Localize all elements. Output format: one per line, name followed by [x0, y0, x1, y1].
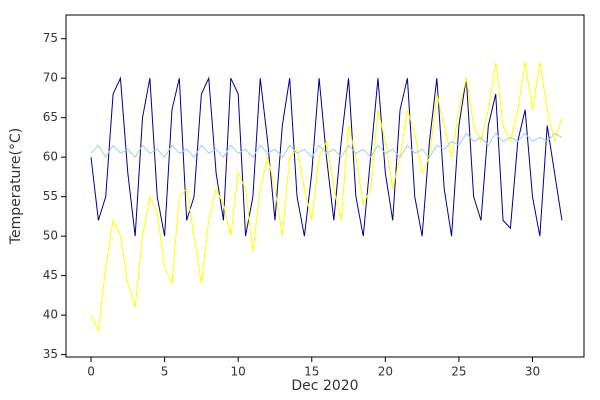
- y-tick-label: 45: [43, 268, 58, 282]
- plot-frame: [65, 14, 585, 358]
- y-axis-title: Temperature(°C): [8, 128, 24, 245]
- x-tick-label: 5: [161, 365, 169, 379]
- x-tick-label: 30: [525, 365, 540, 379]
- x-tick-label: 15: [304, 365, 319, 379]
- y-tick-label: 35: [43, 347, 58, 361]
- y-tick-label: 40: [43, 308, 58, 322]
- series-line: [90, 76, 563, 237]
- y-tick-label: 50: [43, 229, 58, 243]
- y-tick-label: 55: [43, 189, 58, 203]
- series-line: [90, 62, 563, 333]
- x-tick-label: 20: [378, 365, 393, 379]
- x-tick-label: 10: [231, 365, 246, 379]
- y-tick-label: 70: [43, 71, 58, 85]
- y-tick-label: 75: [43, 31, 58, 45]
- series-line: [90, 132, 563, 159]
- x-axis-title: Dec 2020: [291, 378, 358, 394]
- x-tick-label: 0: [87, 365, 95, 379]
- y-tick-label: 65: [43, 110, 58, 124]
- x-tick-label: 25: [451, 365, 466, 379]
- y-tick-label: 60: [43, 150, 58, 164]
